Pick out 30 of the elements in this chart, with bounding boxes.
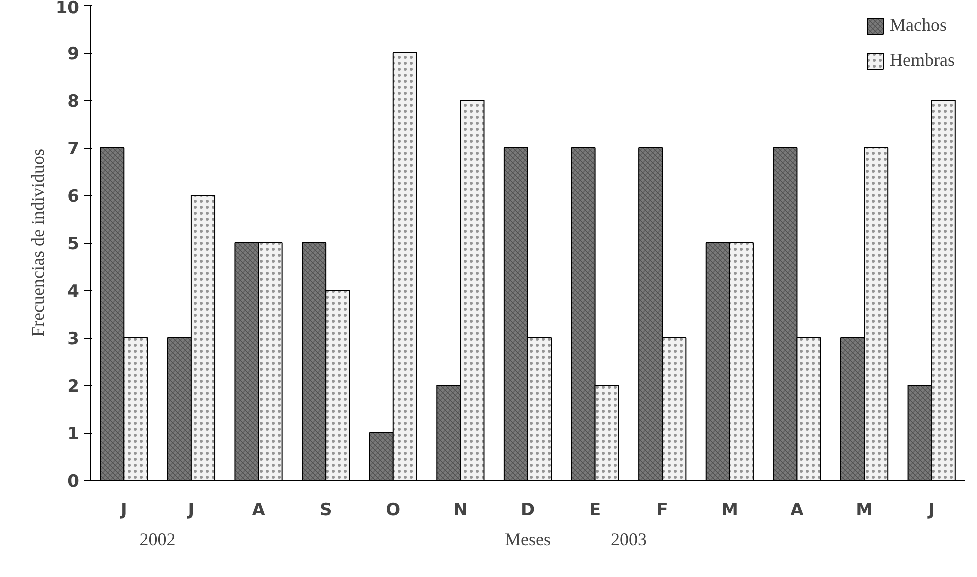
y-tick-label: 8 — [68, 92, 80, 112]
y-tick-label: 7 — [68, 140, 80, 160]
legend-label: Machos — [890, 15, 948, 36]
x-tick-label: E — [590, 500, 602, 520]
y-tick-label: 1 — [68, 424, 80, 444]
x-tick-label: O — [386, 500, 401, 520]
text: 2003 — [610, 530, 647, 550]
x-tick-label: J — [187, 500, 195, 520]
x-tick-label: S — [320, 500, 332, 520]
y-tick-label: 4 — [68, 282, 80, 302]
y-tick-label: 9 — [68, 44, 80, 64]
x-tick-label: A — [790, 500, 805, 520]
y-tick-label: 3 — [68, 330, 80, 350]
x-axis-title: Meses — [505, 530, 552, 550]
y-tick-label: 2 — [68, 377, 80, 397]
x-tick-label: F — [656, 500, 668, 520]
y-tick-label: 10 — [56, 0, 80, 18]
y-axis-title: Frecuencias de individuos — [28, 149, 48, 337]
x-tick-label: J — [928, 500, 936, 520]
x-tick-label: N — [454, 500, 468, 520]
x-tick-label: M — [721, 500, 738, 520]
y-tick-label: 0 — [68, 472, 80, 492]
x-tick-label: A — [252, 500, 266, 520]
x-tick-label: J — [120, 500, 128, 520]
x-tick-label: D — [520, 500, 536, 520]
y-tick-label: 6 — [68, 187, 80, 207]
x-tick-label: M — [856, 500, 873, 520]
y-tick-label: 5 — [68, 234, 80, 254]
legend-label: Hembras — [890, 50, 955, 71]
text: 2002 — [140, 530, 176, 550]
